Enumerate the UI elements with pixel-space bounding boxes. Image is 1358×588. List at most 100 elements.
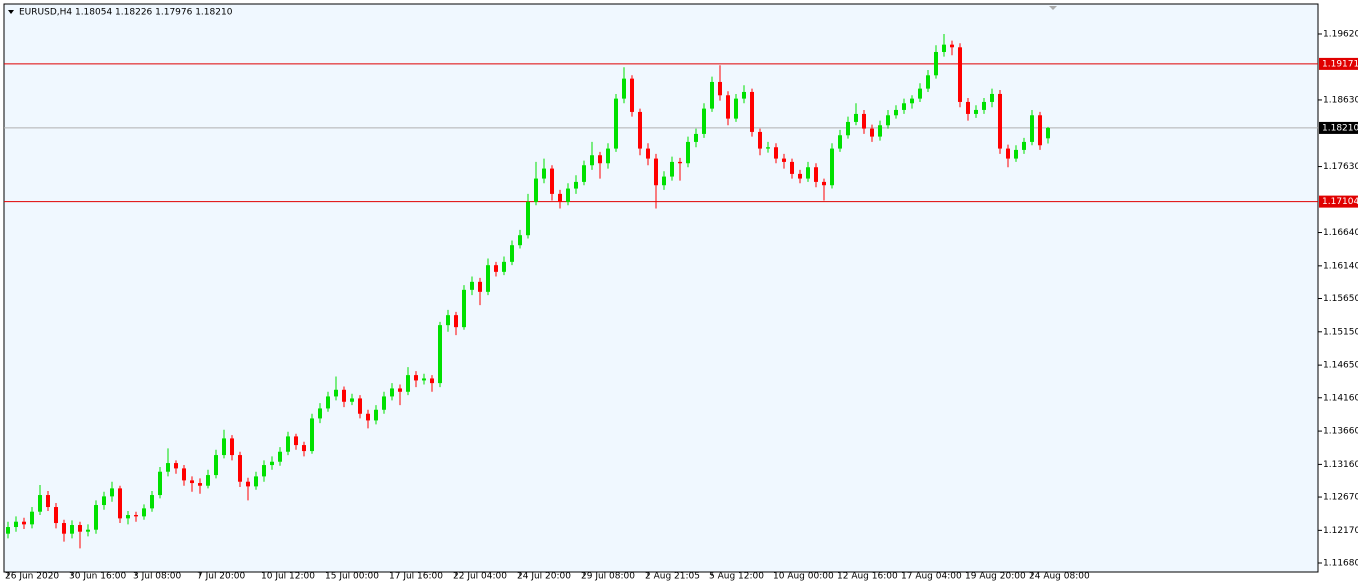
candle-body bbox=[318, 408, 322, 419]
candle-body bbox=[950, 44, 954, 48]
y-tick-label: 1.16140 bbox=[1323, 261, 1358, 271]
candle-body bbox=[390, 388, 394, 397]
candle-body bbox=[902, 103, 906, 110]
candle-body bbox=[622, 78, 626, 99]
candle-body bbox=[566, 188, 570, 202]
candle-body bbox=[966, 101, 970, 114]
x-tick-label: 22 Jul 04:00 bbox=[453, 572, 507, 582]
candle-body bbox=[782, 158, 786, 162]
y-tick-label: 1.11680 bbox=[1323, 559, 1358, 569]
x-tick-label: 19 Aug 20:00 bbox=[965, 572, 1026, 582]
candle-body bbox=[190, 480, 194, 484]
candle-body bbox=[134, 515, 138, 517]
candle-body bbox=[550, 168, 554, 194]
candle-body bbox=[486, 265, 490, 292]
candle-body bbox=[854, 113, 858, 122]
candle-body bbox=[798, 173, 802, 179]
candle-body bbox=[6, 527, 10, 534]
candle-body bbox=[438, 325, 442, 384]
candle-body bbox=[806, 167, 810, 179]
candle-body bbox=[422, 378, 426, 381]
price-label: 1.18210 bbox=[1322, 123, 1358, 133]
candle-body bbox=[822, 181, 826, 186]
candle-body bbox=[982, 101, 986, 110]
x-tick-label: 29 Jul 08:00 bbox=[581, 572, 635, 582]
y-tick-label: 1.15650 bbox=[1323, 294, 1358, 304]
candle-body bbox=[494, 265, 498, 272]
candle-body bbox=[630, 78, 634, 112]
candle-body bbox=[598, 155, 602, 164]
candle-body bbox=[214, 455, 218, 476]
x-tick-label: 15 Jul 00:00 bbox=[325, 572, 379, 582]
candle-body bbox=[1038, 115, 1042, 146]
candle-body bbox=[326, 396, 330, 409]
price-label-box bbox=[1319, 57, 1358, 70]
candle-body bbox=[670, 161, 674, 177]
candle-body bbox=[230, 438, 234, 456]
candle-body bbox=[510, 245, 514, 262]
candle-body bbox=[246, 481, 250, 487]
candle-body bbox=[30, 511, 34, 525]
candle-body bbox=[262, 465, 266, 477]
candle-body bbox=[958, 47, 962, 102]
candle-body bbox=[150, 495, 154, 509]
menu-arrow[interactable] bbox=[8, 10, 14, 14]
candle-body bbox=[774, 147, 778, 159]
y-tick-label: 1.19620 bbox=[1323, 29, 1358, 39]
candle-body bbox=[726, 95, 730, 119]
candle-body bbox=[886, 115, 890, 126]
x-tick-label: 17 Jul 16:00 bbox=[389, 572, 443, 582]
y-tick-label: 1.13660 bbox=[1323, 427, 1358, 437]
candle-body bbox=[358, 398, 362, 414]
candle-body bbox=[590, 155, 594, 166]
candle-body bbox=[942, 44, 946, 52]
candle-body bbox=[462, 289, 466, 328]
candle-body bbox=[454, 315, 458, 328]
candle-body bbox=[286, 436, 290, 452]
y-tick-label: 1.16640 bbox=[1323, 228, 1358, 238]
candle-body bbox=[366, 413, 370, 421]
candle-body bbox=[678, 161, 682, 164]
candle-body bbox=[694, 133, 698, 142]
candle-body bbox=[1030, 115, 1034, 142]
x-tick-label: 10 Jul 12:00 bbox=[261, 572, 315, 582]
x-tick-label: 24 Jul 20:00 bbox=[517, 572, 571, 582]
candle-body bbox=[1022, 141, 1026, 150]
candle-body bbox=[278, 451, 282, 462]
candle-body bbox=[998, 93, 1002, 149]
candle-body bbox=[470, 281, 474, 290]
candle-body bbox=[270, 461, 274, 466]
candle-body bbox=[542, 168, 546, 179]
candle-body bbox=[110, 488, 114, 497]
candle-body bbox=[918, 88, 922, 99]
candle-body bbox=[582, 165, 586, 182]
candle-body bbox=[534, 178, 538, 202]
x-tick-label: 30 Jun 16:00 bbox=[69, 572, 126, 582]
x-tick-label: 7 Jul 20:00 bbox=[197, 572, 246, 582]
candle-body bbox=[342, 389, 346, 402]
candle-body bbox=[710, 81, 714, 109]
candle-body bbox=[1006, 148, 1010, 159]
candle-body bbox=[894, 109, 898, 116]
candle-body bbox=[838, 135, 842, 149]
candle-body bbox=[222, 438, 226, 456]
candle-body bbox=[398, 388, 402, 392]
candle-body bbox=[158, 471, 162, 496]
candle-body bbox=[766, 147, 770, 149]
candle-body bbox=[870, 128, 874, 137]
candle-body bbox=[1014, 149, 1018, 159]
candle-body bbox=[446, 315, 450, 326]
candle-body bbox=[846, 121, 850, 136]
candle-body bbox=[662, 176, 666, 186]
candle-body bbox=[758, 131, 762, 149]
candle-body bbox=[830, 148, 834, 186]
candle-body bbox=[126, 515, 130, 519]
candle-body bbox=[414, 375, 418, 381]
candle-body bbox=[478, 281, 482, 292]
candle-body bbox=[14, 521, 18, 528]
candle-body bbox=[654, 158, 658, 186]
y-tick-label: 1.14160 bbox=[1323, 393, 1358, 403]
candle-body bbox=[334, 389, 338, 397]
price-label-box bbox=[1319, 121, 1358, 134]
